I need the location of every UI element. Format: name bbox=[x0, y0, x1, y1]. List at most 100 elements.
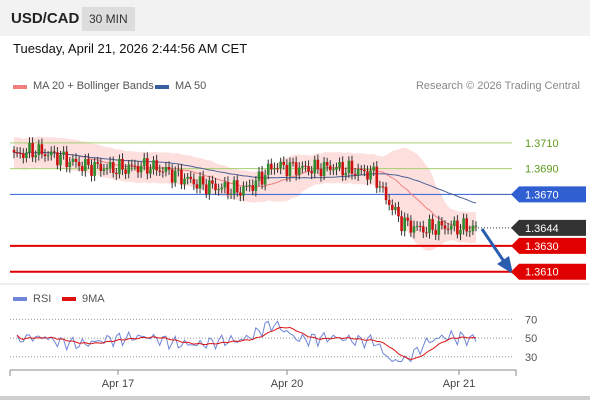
candle-body bbox=[462, 218, 465, 230]
candle-body bbox=[251, 185, 255, 191]
candle-body bbox=[270, 163, 273, 170]
candle-body bbox=[449, 225, 453, 230]
candle-body bbox=[288, 162, 292, 177]
scrollbar bbox=[0, 396, 590, 400]
candle-body bbox=[254, 180, 258, 191]
candle-body bbox=[158, 170, 162, 172]
candle-body bbox=[316, 159, 320, 170]
candle-body bbox=[375, 166, 379, 188]
candle-body bbox=[431, 219, 434, 230]
candle-body bbox=[409, 220, 413, 233]
candle-body bbox=[378, 186, 382, 188]
candle-body bbox=[428, 219, 431, 233]
level-tag-text: 1.3670 bbox=[525, 189, 559, 201]
candle-body bbox=[353, 173, 357, 176]
candle-body bbox=[356, 169, 360, 176]
candle-body bbox=[25, 152, 28, 159]
candle-body bbox=[170, 169, 174, 183]
candle-body bbox=[266, 163, 270, 175]
candle-body bbox=[285, 164, 289, 177]
candle-body bbox=[313, 159, 317, 174]
candle-body bbox=[146, 158, 149, 174]
candle-body bbox=[102, 169, 106, 172]
candle-body bbox=[220, 187, 224, 190]
symbol-title: USD/CAD bbox=[11, 10, 80, 27]
candle-body bbox=[214, 183, 217, 191]
candle-body bbox=[96, 162, 100, 164]
level-tag-1.3630 bbox=[511, 237, 586, 254]
candle-body bbox=[18, 152, 22, 154]
candle-body bbox=[387, 200, 391, 205]
candle-body bbox=[223, 182, 227, 188]
candle-body bbox=[248, 185, 251, 187]
candle-body bbox=[304, 165, 307, 167]
level-tags: 1.3710 1.3690 1.3670 1.3644 1.3630 1.3610 bbox=[511, 138, 586, 280]
candle-body bbox=[384, 186, 388, 201]
candle-body bbox=[322, 161, 326, 177]
candle-body bbox=[180, 169, 183, 185]
candle-body bbox=[446, 228, 450, 230]
level-tag-1.3644 bbox=[511, 219, 586, 236]
candle-body bbox=[468, 231, 472, 233]
candle-body bbox=[400, 216, 403, 232]
candle-body bbox=[440, 221, 444, 226]
candles bbox=[12, 137, 478, 241]
rsi-line bbox=[16, 320, 477, 363]
candle-body bbox=[394, 206, 397, 210]
candle-body bbox=[425, 232, 428, 234]
candle-body bbox=[390, 204, 394, 210]
credit-text: Research © 2026 Trading Central bbox=[415, 80, 580, 92]
candle-body bbox=[133, 165, 137, 167]
candle-body bbox=[139, 165, 143, 173]
rsi-legend-swatch bbox=[13, 297, 27, 301]
chart-header: USD/CAD 30 MIN bbox=[0, 0, 590, 36]
rsi-legend-label: RSI bbox=[33, 293, 52, 305]
level-tag-1.3670 bbox=[511, 186, 586, 203]
candle-body bbox=[34, 155, 38, 158]
candle-body bbox=[127, 164, 131, 174]
candle-body bbox=[350, 160, 354, 174]
candle-body bbox=[366, 171, 369, 180]
level-tag-text: 1.3630 bbox=[525, 241, 559, 253]
candle-body bbox=[183, 178, 186, 185]
candle-body bbox=[201, 176, 205, 185]
candle-body bbox=[273, 168, 276, 170]
candle-body bbox=[301, 165, 304, 168]
rsi-tick-label: 30 bbox=[525, 352, 537, 364]
forecast-arrow-shaft bbox=[480, 228, 507, 264]
candle-body bbox=[229, 193, 233, 195]
candle-body bbox=[195, 184, 199, 189]
candle-body bbox=[406, 217, 410, 221]
candle-body bbox=[372, 166, 375, 171]
candle-body bbox=[198, 176, 202, 189]
candle-body bbox=[282, 161, 286, 165]
candle-body bbox=[459, 229, 462, 235]
candle-body bbox=[49, 151, 53, 156]
candle-body bbox=[37, 144, 41, 156]
candle-body bbox=[71, 158, 75, 162]
candle-body bbox=[437, 221, 441, 235]
candle-body bbox=[84, 158, 87, 171]
candle-body bbox=[226, 182, 230, 195]
candle-body bbox=[310, 171, 313, 174]
interval-button[interactable]: 30 MIN bbox=[82, 7, 135, 31]
candle-body bbox=[177, 169, 180, 171]
candle-body bbox=[276, 168, 279, 170]
forecast-arrow bbox=[480, 228, 513, 274]
forecast-arrow-head bbox=[497, 256, 513, 274]
candle-body bbox=[341, 162, 344, 176]
ma50-legend-label: MA 50 bbox=[175, 80, 207, 92]
rsi-ma-line bbox=[16, 326, 477, 360]
candle-body bbox=[108, 162, 112, 168]
candle-body bbox=[397, 206, 400, 217]
candle-body bbox=[28, 142, 31, 153]
candle-body bbox=[263, 174, 267, 185]
candle-body bbox=[12, 149, 16, 153]
candle-body bbox=[332, 169, 335, 171]
ma20-legend-swatch bbox=[13, 85, 27, 89]
rsi-tick-label: 50 bbox=[525, 333, 537, 345]
candle-body bbox=[173, 170, 177, 183]
candle-body bbox=[279, 161, 282, 169]
candle-body bbox=[15, 152, 19, 154]
